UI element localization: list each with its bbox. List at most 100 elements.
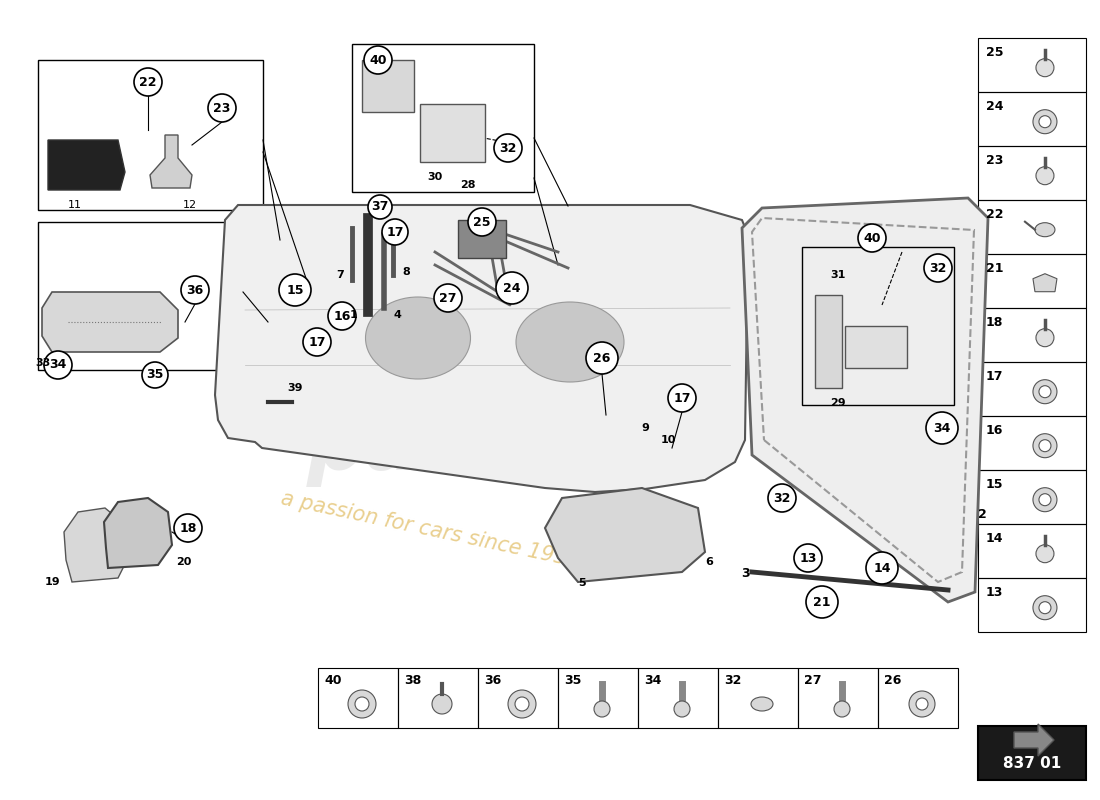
Text: 7: 7: [337, 270, 344, 280]
Polygon shape: [1033, 274, 1057, 292]
Bar: [978, 38, 1086, 92]
Text: 18: 18: [986, 316, 1003, 329]
Bar: [978, 470, 1086, 524]
Circle shape: [806, 586, 838, 618]
Text: 13: 13: [986, 586, 1003, 599]
Bar: [478, 668, 558, 728]
Text: 8: 8: [402, 267, 409, 277]
Bar: [798, 668, 878, 728]
Circle shape: [468, 208, 496, 236]
Text: 14: 14: [873, 562, 891, 574]
Circle shape: [368, 195, 392, 219]
Circle shape: [1040, 386, 1050, 398]
Text: 30: 30: [428, 172, 442, 182]
Circle shape: [44, 351, 72, 379]
Text: 16: 16: [986, 424, 1003, 437]
Text: 17: 17: [308, 335, 326, 349]
Text: 39: 39: [287, 383, 303, 393]
Text: 13: 13: [800, 551, 816, 565]
Circle shape: [1040, 602, 1050, 614]
Text: 6: 6: [705, 557, 713, 567]
Bar: [558, 668, 638, 728]
Circle shape: [1033, 380, 1057, 404]
Text: 40: 40: [324, 674, 341, 687]
Circle shape: [1040, 494, 1050, 506]
Bar: [420, 104, 485, 162]
Circle shape: [1033, 434, 1057, 458]
Ellipse shape: [1035, 222, 1055, 237]
Text: 17: 17: [386, 226, 404, 238]
Circle shape: [382, 219, 408, 245]
Text: 4: 4: [393, 310, 400, 320]
Bar: [978, 524, 1086, 578]
Bar: [978, 578, 1086, 632]
Text: 40: 40: [370, 54, 387, 66]
Bar: [458, 220, 506, 258]
Text: 36: 36: [186, 283, 204, 297]
Ellipse shape: [751, 697, 773, 711]
Text: 24: 24: [504, 282, 520, 294]
Circle shape: [586, 342, 618, 374]
Circle shape: [1036, 329, 1054, 346]
Text: 15: 15: [286, 283, 304, 297]
Text: 25: 25: [473, 215, 491, 229]
Circle shape: [508, 690, 536, 718]
Circle shape: [355, 697, 368, 711]
Circle shape: [909, 691, 935, 717]
Circle shape: [794, 544, 822, 572]
Ellipse shape: [516, 302, 624, 382]
Bar: [978, 362, 1086, 416]
Circle shape: [134, 68, 162, 96]
Text: 34: 34: [933, 422, 950, 434]
Circle shape: [1036, 545, 1054, 562]
Text: 1: 1: [350, 310, 358, 320]
Bar: [978, 200, 1086, 254]
Text: 5: 5: [579, 578, 586, 588]
Polygon shape: [64, 508, 128, 582]
Polygon shape: [42, 292, 178, 352]
Text: 32: 32: [773, 491, 791, 505]
Text: 36: 36: [484, 674, 502, 687]
Text: 18: 18: [179, 522, 197, 534]
Bar: [978, 726, 1086, 780]
Bar: [398, 668, 478, 728]
Circle shape: [1040, 116, 1050, 128]
Text: 17: 17: [673, 391, 691, 405]
Circle shape: [432, 694, 452, 714]
Polygon shape: [1014, 724, 1054, 756]
Circle shape: [1036, 166, 1054, 185]
Bar: [978, 146, 1086, 200]
Circle shape: [916, 698, 928, 710]
Polygon shape: [214, 205, 748, 492]
Text: 28: 28: [460, 180, 475, 190]
Bar: [978, 416, 1086, 470]
Text: 26: 26: [593, 351, 611, 365]
Bar: [878, 668, 958, 728]
Circle shape: [1033, 596, 1057, 620]
Circle shape: [926, 412, 958, 444]
Text: 17: 17: [986, 370, 1003, 383]
Bar: [845, 326, 908, 368]
Circle shape: [1033, 110, 1057, 134]
Text: 21: 21: [813, 595, 830, 609]
Text: 35: 35: [564, 674, 582, 687]
Circle shape: [328, 302, 356, 330]
Polygon shape: [48, 140, 125, 190]
Text: 2: 2: [978, 509, 987, 522]
Text: 16: 16: [333, 310, 351, 322]
Polygon shape: [815, 295, 842, 388]
Polygon shape: [544, 488, 705, 582]
Circle shape: [364, 46, 392, 74]
Text: 10: 10: [660, 435, 675, 445]
Circle shape: [182, 276, 209, 304]
Circle shape: [208, 94, 236, 122]
Text: 32: 32: [930, 262, 947, 274]
Bar: [638, 668, 718, 728]
Circle shape: [834, 701, 850, 717]
Circle shape: [858, 224, 886, 252]
Text: 14: 14: [986, 532, 1003, 545]
Circle shape: [496, 272, 528, 304]
Bar: [362, 60, 414, 112]
Text: 34: 34: [50, 358, 67, 371]
Polygon shape: [150, 135, 192, 188]
